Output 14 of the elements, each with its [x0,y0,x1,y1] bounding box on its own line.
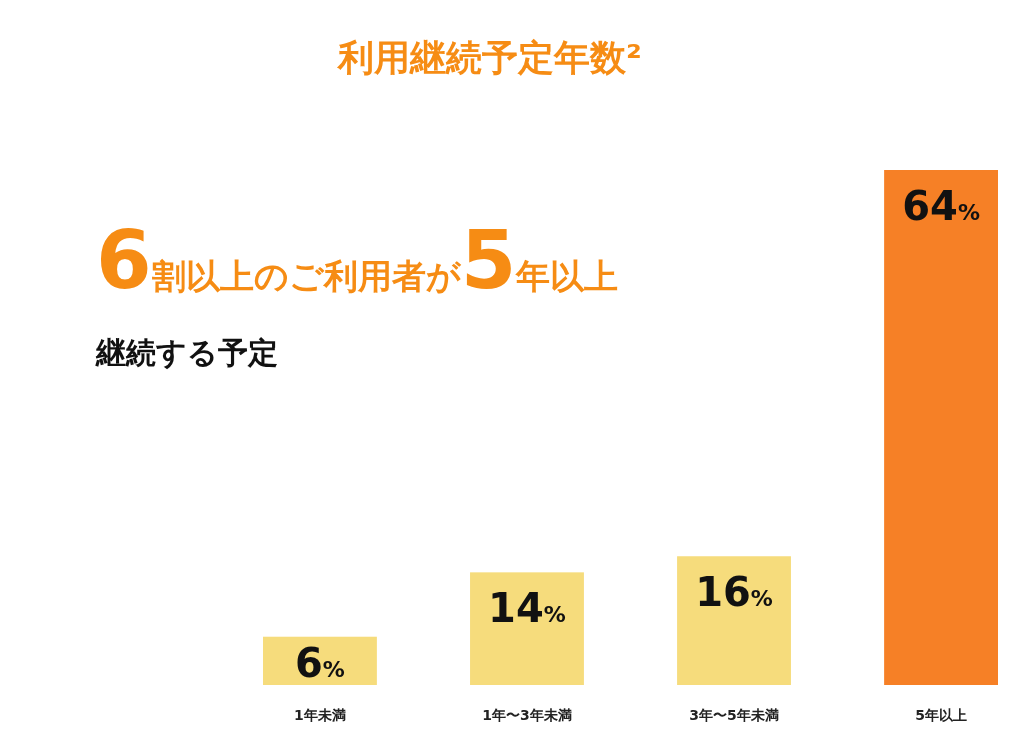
bar [470,572,584,685]
annotation: 継続する予定 [95,335,278,370]
data-label: 14% [488,585,566,632]
annotation: 6割以上のご利用者が5年以上 [96,214,619,307]
chart-title: 利用継続予定年数² [336,37,642,78]
data-label: 64% [902,183,980,229]
x-tick-label: 5年以上 [915,707,967,723]
x-tick-label: 3年〜5年未満 [689,707,779,723]
bar [884,170,998,685]
bar [677,556,791,685]
data-label: 16% [695,569,773,616]
data-label: 6% [294,640,345,686]
x-tick-label: 1年未満 [294,707,346,723]
x-tick-label: 1年〜3年未満 [482,707,572,723]
